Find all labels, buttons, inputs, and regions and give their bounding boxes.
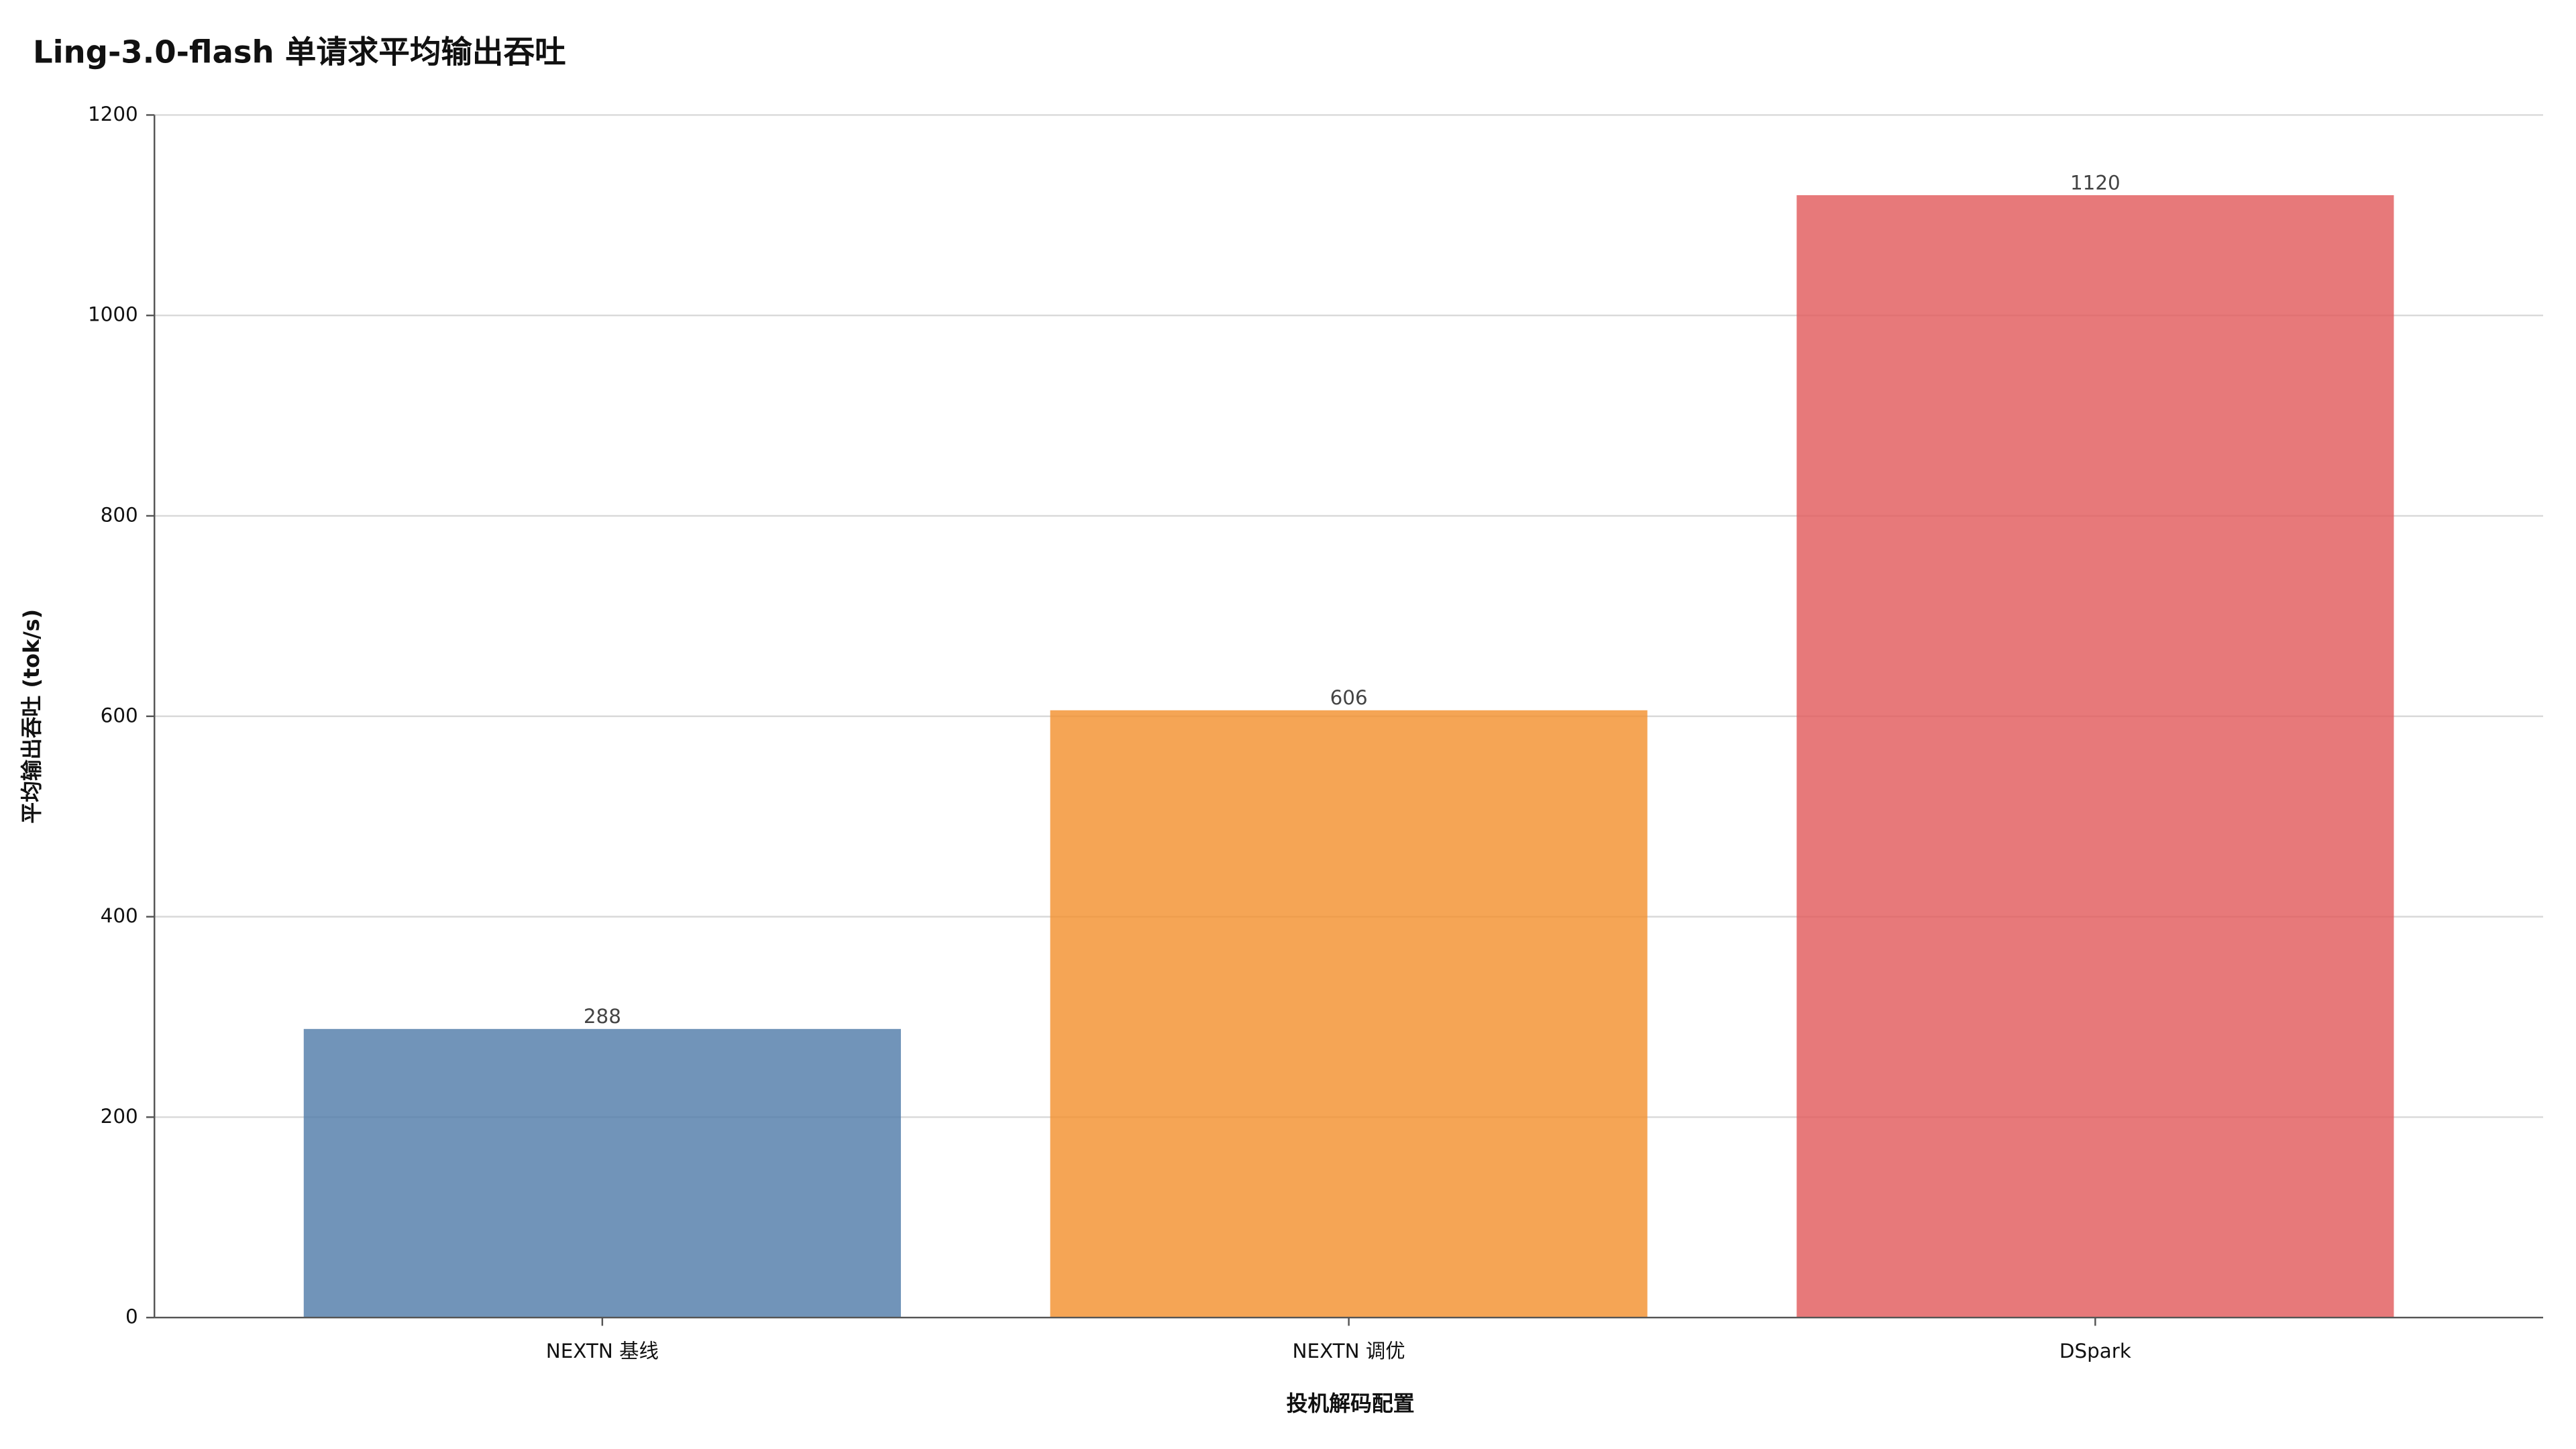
y-axis-label: 平均输出吞吐 (tok/s) bbox=[19, 609, 44, 824]
y-tick-label: 600 bbox=[101, 704, 138, 727]
bar bbox=[1796, 195, 2394, 1318]
x-axis-label: 投机解码配置 bbox=[1287, 1391, 1415, 1416]
y-tick-label: 1200 bbox=[88, 103, 138, 125]
bar bbox=[1050, 710, 1648, 1318]
y-tick-label: 1000 bbox=[88, 303, 138, 326]
bar bbox=[303, 1028, 901, 1318]
x-tick-label: DSpark bbox=[2059, 1340, 2131, 1362]
value-label: 288 bbox=[584, 1005, 621, 1028]
y-tick-label: 200 bbox=[101, 1105, 138, 1128]
x-tick-label: NEXTN 调优 bbox=[1293, 1340, 1405, 1362]
x-tick-label: NEXTN 基线 bbox=[546, 1340, 659, 1362]
y-tick-label: 800 bbox=[101, 503, 138, 526]
y-tick-label: 400 bbox=[101, 904, 138, 927]
chart-title: Ling-3.0-flash 单请求平均输出吞吐 bbox=[33, 34, 566, 70]
value-label: 606 bbox=[1330, 686, 1368, 709]
value-label: 1120 bbox=[2070, 171, 2121, 194]
y-tick-label: 0 bbox=[125, 1305, 138, 1328]
